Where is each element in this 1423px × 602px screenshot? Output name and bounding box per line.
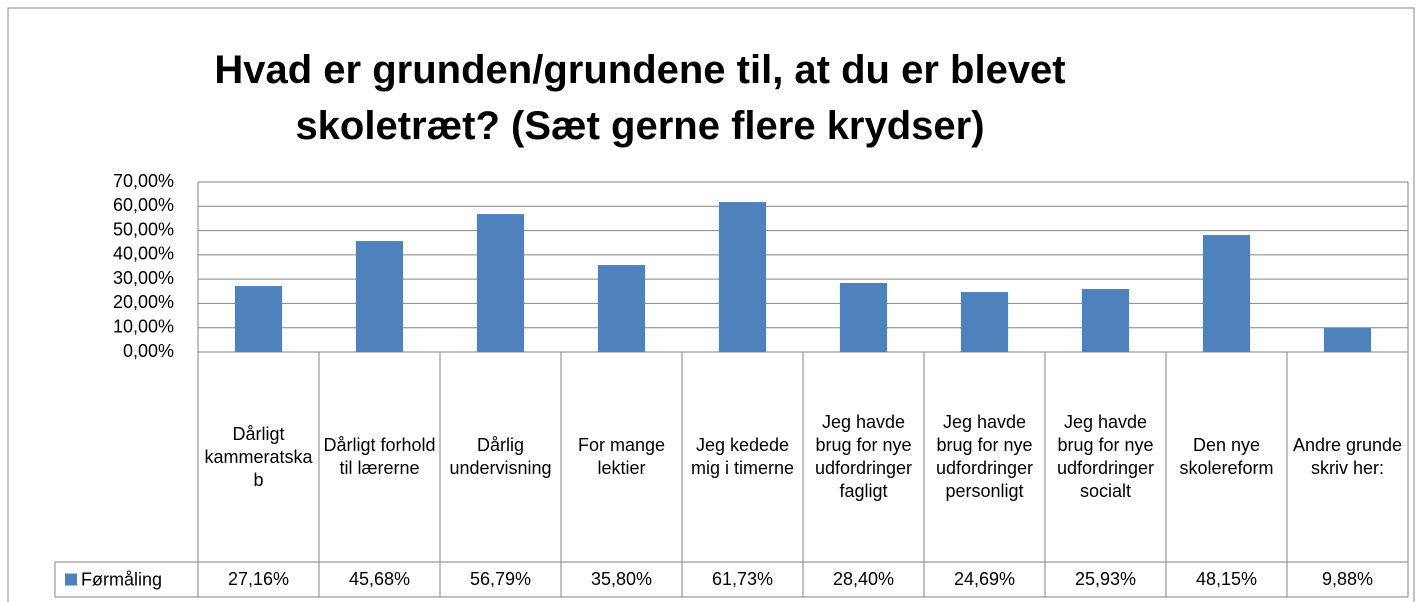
- x-tick-label: Dårligt forhold til lærerne: [323, 435, 436, 478]
- x-tick-label: Jeg kedede mig i timerne: [690, 435, 795, 478]
- data-table-value: 45,68%: [348, 569, 411, 589]
- x-tick-label: Dårligt kammeratskab: [204, 423, 313, 490]
- y-tick-label: 20,00%: [113, 292, 174, 312]
- x-tick-label: Den nye skolereform: [1179, 435, 1274, 478]
- y-tick-label: 70,00%: [113, 171, 174, 191]
- y-tick-label: 10,00%: [113, 316, 174, 336]
- x-tick-label: Jeg havde brug for nye udfordringer pers…: [935, 412, 1034, 501]
- bar: [476, 214, 525, 352]
- x-tick-label: Jeg havde brug for nye udfordringer soci…: [1056, 412, 1155, 501]
- data-table-value: 9,88%: [1321, 569, 1374, 589]
- y-tick-label: 40,00%: [113, 244, 174, 264]
- bar: [597, 265, 646, 352]
- bar: [1202, 235, 1251, 352]
- chart-title: Hvad er grunden/grundene til, at du er b…: [214, 48, 1066, 148]
- data-table-value: 25,93%: [1074, 569, 1137, 589]
- x-tick-label: Andre grunde skriv her:: [1292, 435, 1403, 478]
- legend-label: Førmåling: [81, 569, 162, 589]
- data-table-value: 56,79%: [469, 569, 532, 589]
- y-tick-label: 30,00%: [113, 268, 174, 288]
- chart-border: [7, 7, 1415, 602]
- x-tick-label: Jeg havde brug for nye udfordringer fagl…: [814, 412, 913, 501]
- bar: [1323, 328, 1372, 352]
- bar: [355, 241, 404, 352]
- data-table-value: 61,73%: [711, 569, 774, 589]
- bar: [839, 283, 888, 352]
- data-table-value: 35,80%: [590, 569, 653, 589]
- y-tick-label: 60,00%: [113, 195, 174, 215]
- data-table-value: 27,16%: [227, 569, 290, 589]
- data-table-value: 24,69%: [953, 569, 1016, 589]
- y-tick-label: 0,00%: [123, 341, 174, 361]
- legend-swatch: [65, 573, 77, 586]
- bar: [718, 202, 767, 352]
- x-tick-label: Dårlig undervisning: [449, 435, 552, 478]
- data-table-value: 28,40%: [832, 569, 895, 589]
- y-tick-label: 50,00%: [113, 219, 174, 239]
- bar: [234, 286, 283, 352]
- data-table-value: 48,15%: [1195, 569, 1258, 589]
- bar: [1081, 289, 1130, 352]
- x-tick-label: For mange lektier: [577, 435, 666, 478]
- bar: [960, 292, 1009, 352]
